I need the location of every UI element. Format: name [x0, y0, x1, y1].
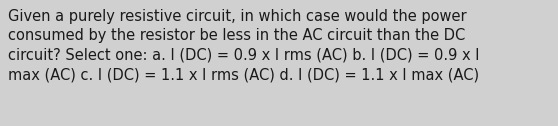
- Text: Given a purely resistive circuit, in which case would the power
consumed by the : Given a purely resistive circuit, in whi…: [8, 9, 480, 83]
